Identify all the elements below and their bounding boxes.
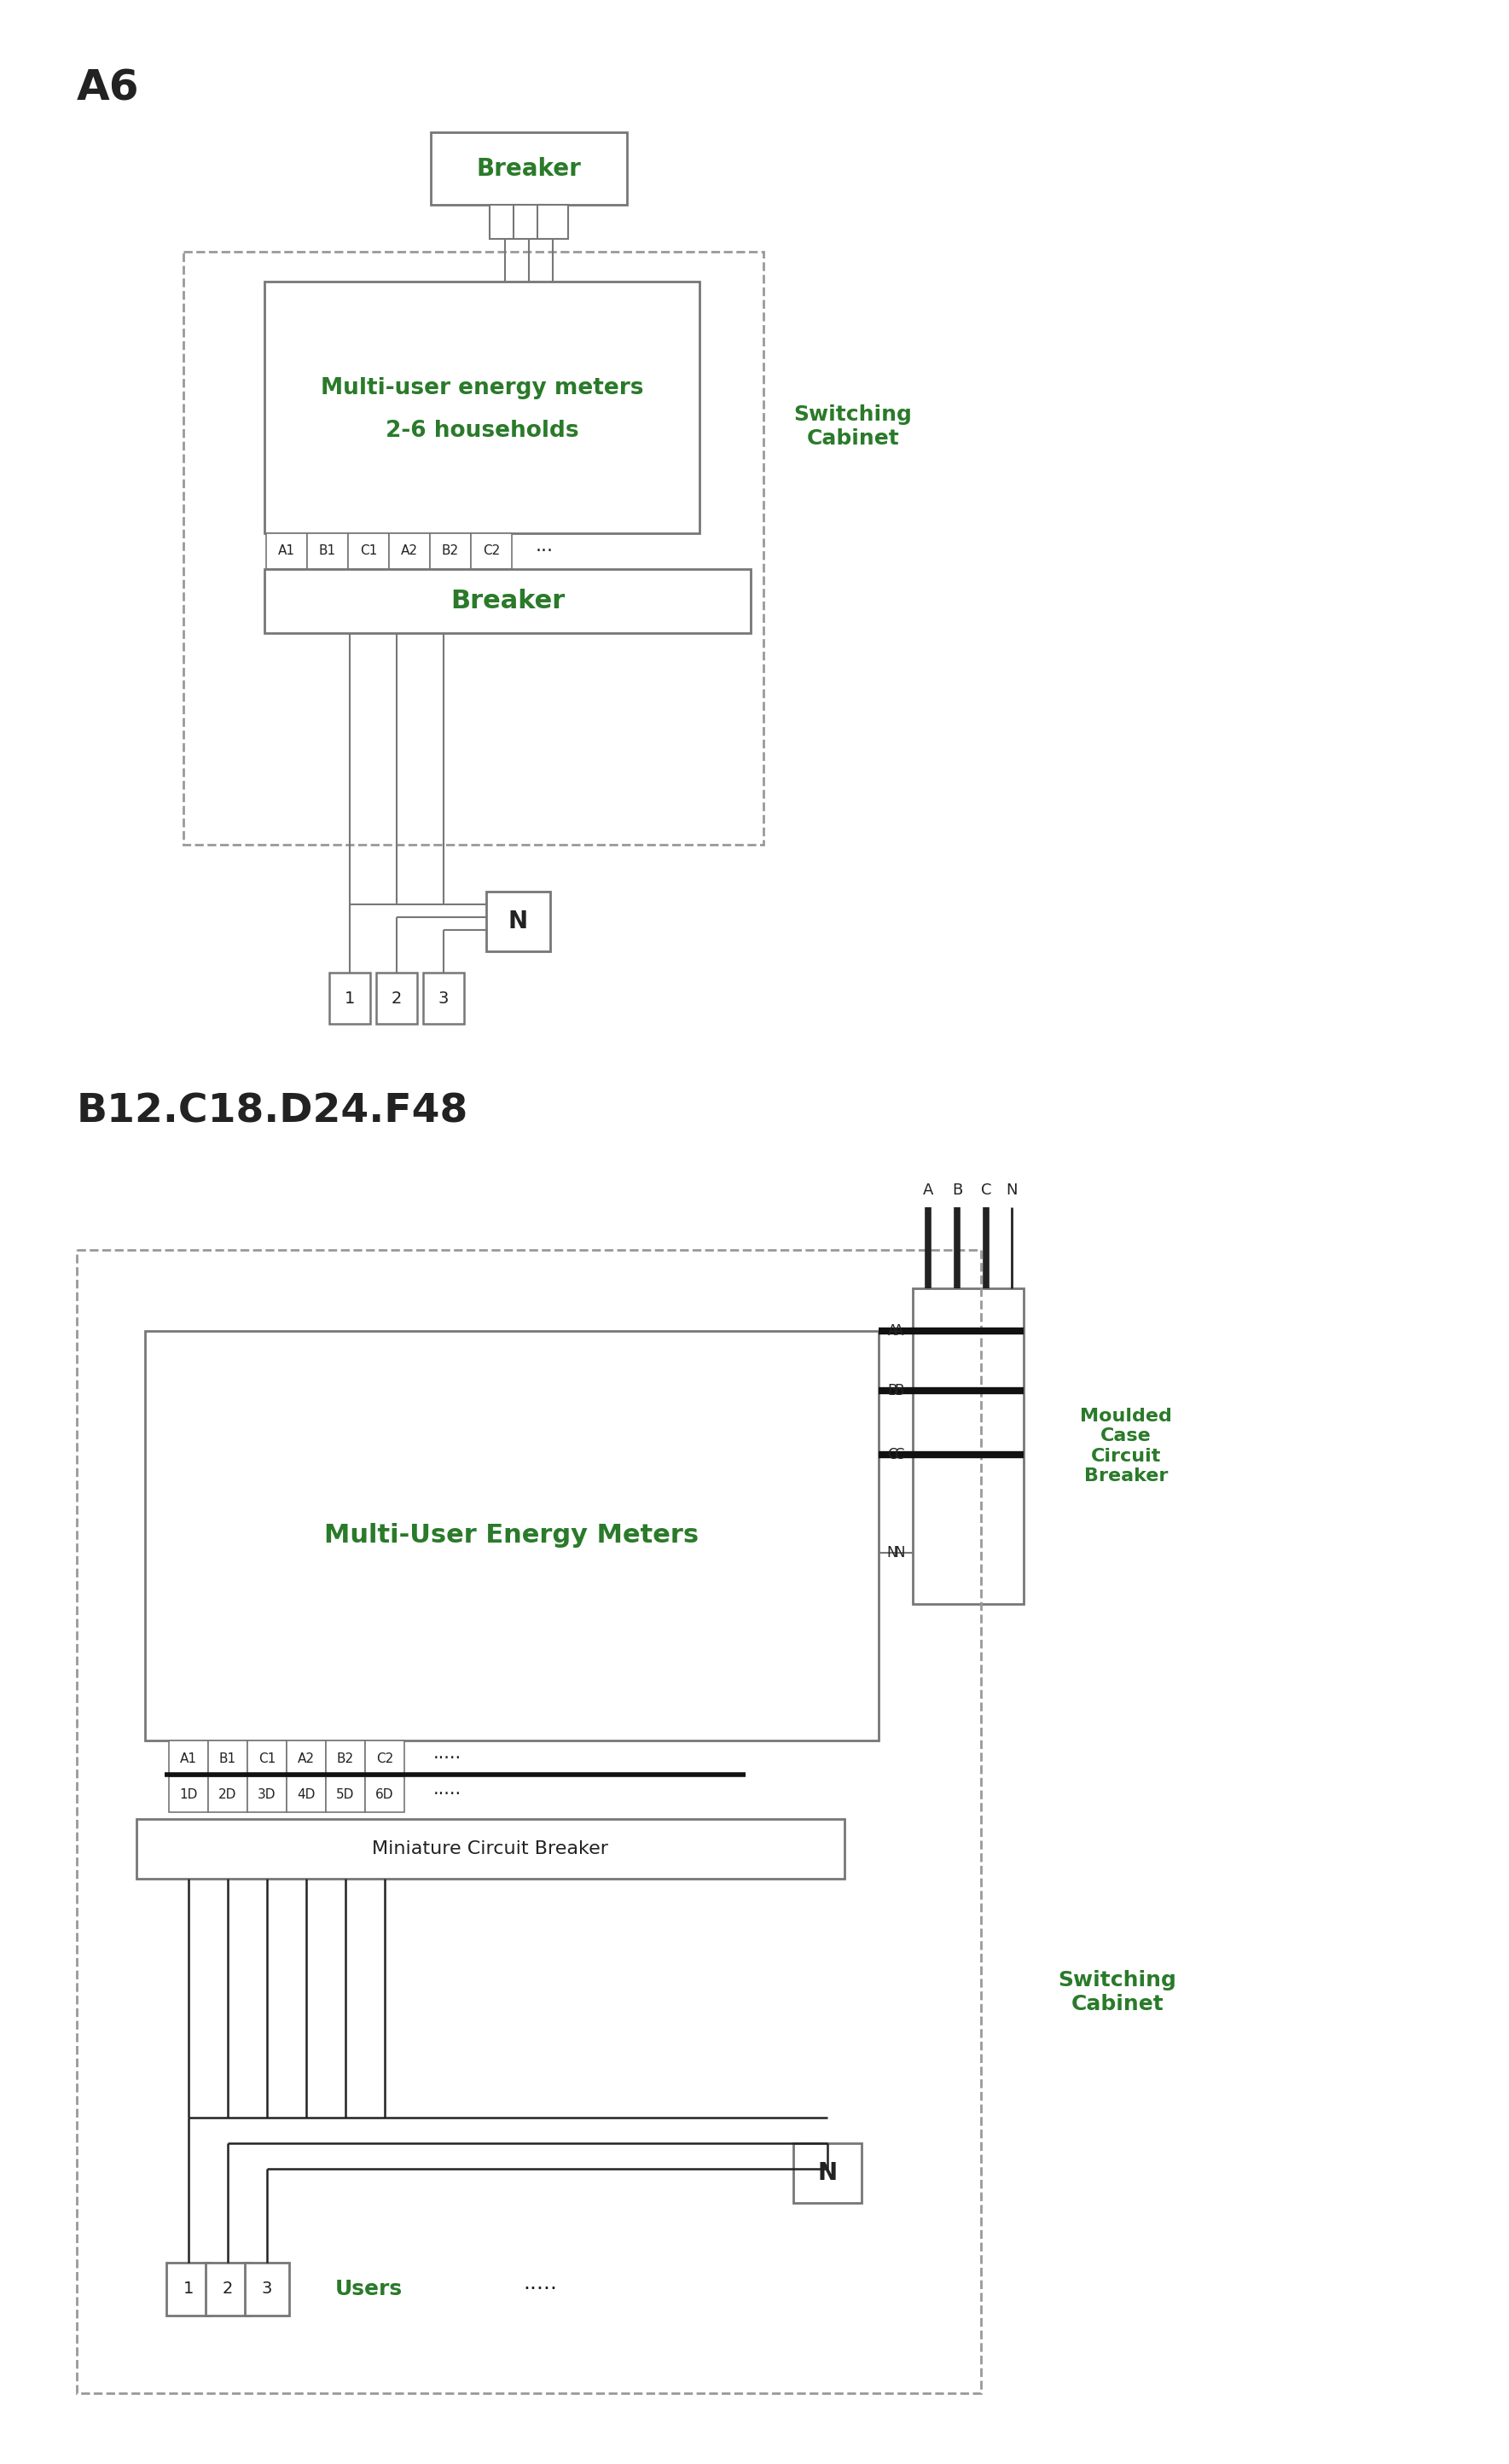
Text: ·····: ····· <box>433 1786 462 1804</box>
Text: C1: C1 <box>258 1752 276 1764</box>
Text: 2D: 2D <box>219 1789 237 1801</box>
Text: Switching
Cabinet: Switching Cabinet <box>794 404 913 448</box>
Bar <box>145 1331 878 1740</box>
Text: B: B <box>952 1183 963 1198</box>
Bar <box>430 532 471 569</box>
Text: 4D: 4D <box>297 1789 315 1801</box>
Text: ···: ··· <box>536 542 554 559</box>
Text: 1: 1 <box>183 2282 193 2296</box>
Bar <box>287 1777 326 1811</box>
Text: N: N <box>1007 1183 1017 1198</box>
Text: C: C <box>887 1446 898 1461</box>
Bar <box>166 2262 211 2316</box>
Text: Switching
Cabinet: Switching Cabinet <box>1058 1971 1177 2013</box>
Bar <box>376 973 416 1025</box>
Text: 3: 3 <box>261 2282 272 2296</box>
Bar <box>329 973 370 1025</box>
Bar <box>244 2262 290 2316</box>
Bar <box>247 1777 287 1811</box>
Bar <box>794 2144 862 2203</box>
Text: 5D: 5D <box>337 1789 355 1801</box>
Bar <box>430 133 626 205</box>
Bar <box>537 205 567 239</box>
Text: N: N <box>887 1545 898 1560</box>
Text: A2: A2 <box>401 545 418 557</box>
Bar <box>326 1777 365 1811</box>
Text: C: C <box>893 1446 904 1461</box>
Bar <box>913 1289 1023 1604</box>
Text: N: N <box>509 909 528 934</box>
Text: B: B <box>893 1382 904 1400</box>
Text: B2: B2 <box>337 1752 355 1764</box>
Text: Multi-user energy meters: Multi-user energy meters <box>320 377 643 399</box>
Bar <box>349 532 389 569</box>
Bar <box>266 532 308 569</box>
Bar <box>264 569 750 633</box>
Bar <box>365 1740 404 1777</box>
Text: A1: A1 <box>180 1752 198 1764</box>
Bar <box>326 1740 365 1777</box>
Text: C2: C2 <box>483 545 499 557</box>
Bar <box>136 1818 845 1878</box>
Text: 6D: 6D <box>376 1789 394 1801</box>
Bar <box>486 892 551 951</box>
Text: Breaker: Breaker <box>450 589 564 614</box>
Text: A1: A1 <box>278 545 296 557</box>
Bar <box>169 1740 208 1777</box>
Bar <box>77 1249 981 2393</box>
Text: C: C <box>981 1183 991 1198</box>
Text: B: B <box>887 1382 898 1400</box>
Bar <box>471 532 512 569</box>
Text: 2: 2 <box>391 991 401 1005</box>
Text: Breaker: Breaker <box>477 158 581 180</box>
Text: ·····: ····· <box>524 2279 557 2299</box>
Bar <box>287 1740 326 1777</box>
Text: B1: B1 <box>219 1752 237 1764</box>
Text: Multi-User Energy Meters: Multi-User Energy Meters <box>324 1523 699 1547</box>
Text: A: A <box>924 1183 934 1198</box>
Bar <box>365 1777 404 1811</box>
Text: B1: B1 <box>318 545 337 557</box>
Bar <box>389 532 430 569</box>
Text: 1: 1 <box>344 991 355 1005</box>
Text: Miniature Circuit Breaker: Miniature Circuit Breaker <box>373 1841 608 1858</box>
Bar <box>489 205 521 239</box>
Text: C2: C2 <box>376 1752 394 1764</box>
Bar <box>169 1777 208 1811</box>
Text: 3: 3 <box>438 991 448 1005</box>
Text: N: N <box>893 1545 904 1560</box>
Bar <box>264 281 700 532</box>
Text: A2: A2 <box>297 1752 315 1764</box>
Bar <box>247 1740 287 1777</box>
Text: 1D: 1D <box>180 1789 198 1801</box>
Text: N: N <box>818 2161 837 2186</box>
Text: A6: A6 <box>77 69 139 108</box>
Bar <box>208 1777 247 1811</box>
Text: C1: C1 <box>359 545 377 557</box>
Bar <box>423 973 465 1025</box>
Bar <box>184 251 764 845</box>
Text: Users: Users <box>335 2279 403 2299</box>
Text: 2-6 households: 2-6 households <box>385 421 578 444</box>
Text: B12.C18.D24.F48: B12.C18.D24.F48 <box>77 1092 468 1131</box>
Bar <box>208 1740 247 1777</box>
Text: ·····: ····· <box>433 1749 462 1767</box>
Bar <box>513 205 545 239</box>
Text: B2: B2 <box>442 545 459 557</box>
Text: A: A <box>887 1323 898 1338</box>
Bar <box>205 2262 250 2316</box>
Text: A: A <box>893 1323 904 1338</box>
Text: 3D: 3D <box>258 1789 276 1801</box>
Bar <box>308 532 349 569</box>
Text: Moulded
Case
Circuit
Breaker: Moulded Case Circuit Breaker <box>1080 1407 1172 1483</box>
Text: 2: 2 <box>222 2282 232 2296</box>
